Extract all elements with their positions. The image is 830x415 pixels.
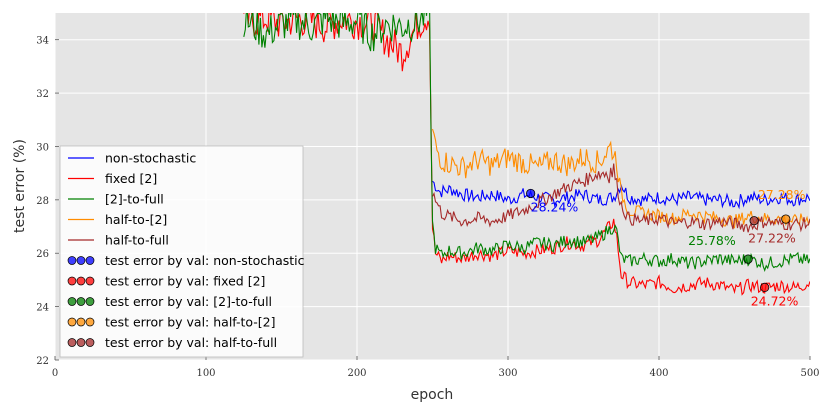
legend-box [59, 145, 304, 358]
legend-marker-swatch [85, 317, 95, 327]
y-tick-label: 30 [36, 142, 49, 153]
val-marker [781, 214, 791, 224]
marker-label: 27.28% [758, 187, 806, 202]
x-tick-label: 400 [649, 368, 668, 379]
legend-marker-swatch [85, 276, 95, 286]
y-tick-label: 26 [36, 249, 49, 260]
legend-label: [2]-to-full [105, 192, 164, 207]
legend-marker-swatch [85, 338, 95, 347]
legend-label: half-to-[2] [105, 212, 167, 227]
marker-label: 25.78% [688, 233, 736, 248]
val-marker [526, 188, 536, 199]
selection-markers [526, 188, 791, 292]
y-tick-label: 24 [36, 303, 49, 314]
y-tick-label: 28 [36, 196, 49, 207]
x-tick-label: 100 [196, 368, 215, 379]
x-tick-label: 500 [800, 368, 819, 379]
legend-marker-swatch [67, 338, 77, 347]
y-tick-label: 34 [36, 36, 49, 47]
legend-marker-swatch [67, 317, 77, 327]
legend-marker-swatch [76, 276, 86, 286]
legend-label: test error by val: half-to-full [105, 335, 277, 350]
val-marker [749, 216, 759, 226]
series-line-half-to-2- [431, 128, 810, 229]
y-axis-label: test error (%) [12, 139, 28, 233]
legend-marker-swatch [85, 297, 95, 306]
x-axis-label: epoch [411, 387, 454, 403]
y-tick-label: 32 [36, 89, 49, 100]
series-lines [243, 13, 810, 296]
legend-marker-swatch [76, 297, 86, 306]
marker-label: 24.72% [751, 293, 799, 308]
legend-marker-swatch [85, 256, 95, 265]
x-axis-ticks: 0 100 200 300 400 500 [52, 356, 820, 379]
legend-marker-swatch [67, 256, 77, 265]
marker-label: 28.24% [531, 199, 579, 214]
legend-label: non-stochastic [105, 151, 196, 166]
x-tick-label: 0 [52, 368, 58, 379]
legend-label: test error by val: fixed [2] [105, 274, 265, 289]
series-line-half-to-full [432, 163, 810, 233]
legend-marker-swatch [76, 317, 86, 327]
x-tick-label: 200 [347, 368, 366, 379]
legend-marker-swatch [67, 297, 77, 306]
y-tick-label: 22 [36, 356, 49, 367]
legend-label: half-to-full [105, 233, 169, 248]
y-axis-ticks: 22 24 26 28 30 32 34 [36, 36, 59, 367]
series-line--2-to-full [243, 13, 810, 272]
legend-marker-swatch [67, 276, 77, 286]
legend-label: test error by val: half-to-[2] [105, 315, 276, 330]
legend-marker-swatch [76, 338, 86, 347]
marker-annotations: 28.24% 24.72% 25.78% 27.28% 27.22% [531, 187, 806, 308]
val-marker [743, 254, 753, 264]
legend-label: test error by val: non-stochastic [105, 253, 305, 268]
marker-label: 27.22% [748, 231, 796, 246]
legend-label: fixed [2] [105, 171, 157, 186]
legend: non-stochastic fixed [2] [2]-to-full half-t… [59, 145, 305, 358]
val-marker [760, 282, 770, 292]
x-tick-label: 300 [498, 368, 517, 379]
legend-marker-swatch [76, 256, 86, 265]
legend-label: test error by val: [2]-to-full [105, 294, 272, 309]
